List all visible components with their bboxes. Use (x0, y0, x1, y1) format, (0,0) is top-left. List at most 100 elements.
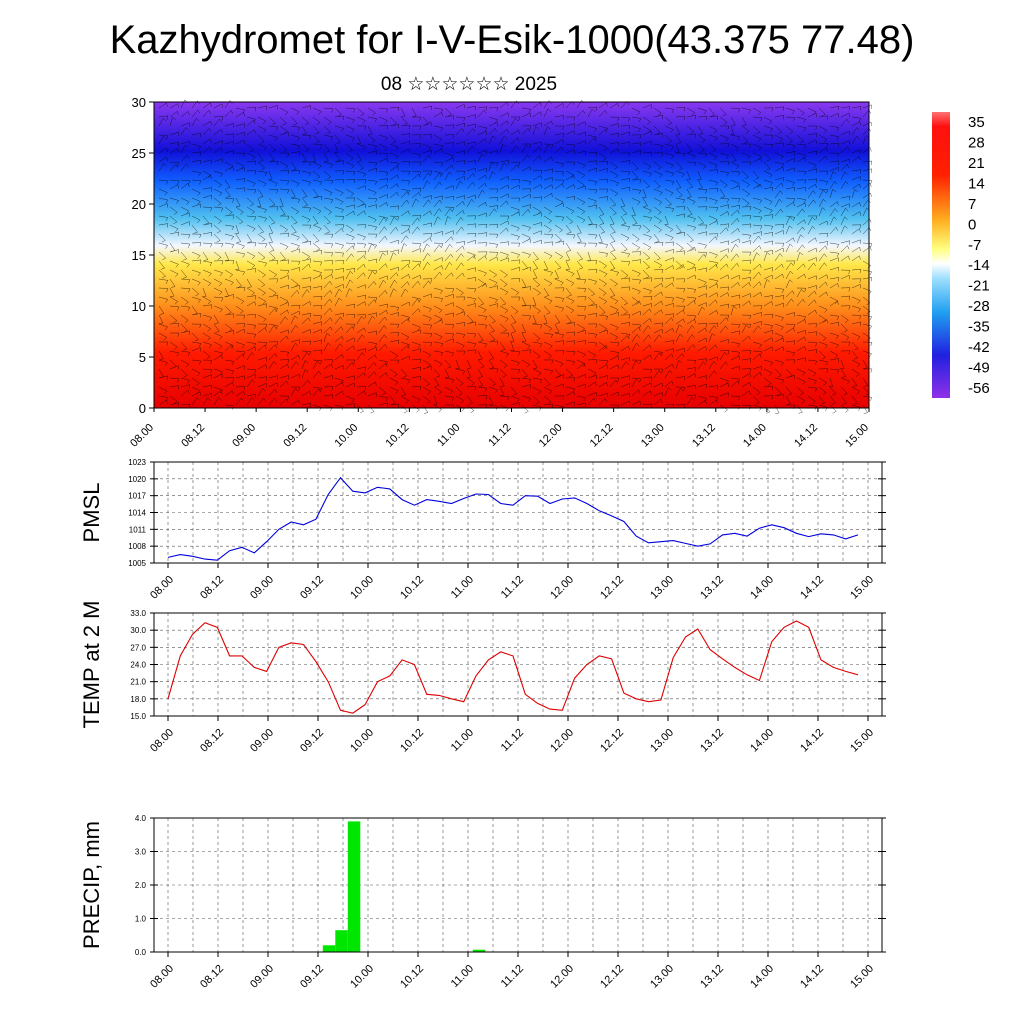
wind-barb-flag (320, 144, 323, 149)
wind-barb-flag (702, 166, 706, 170)
wind-barb (455, 180, 461, 190)
wind-barb-flag (694, 133, 697, 138)
wind-barb (587, 151, 598, 154)
wind-barb-flag (506, 102, 509, 107)
wind-barb-flag (265, 364, 267, 369)
wind-barb-flag (782, 224, 785, 229)
wind-barb (642, 318, 651, 325)
wind-barb (741, 335, 749, 343)
wind-barb-flag (781, 379, 785, 384)
wind-barb-flag (198, 343, 202, 348)
wind-barb (565, 196, 575, 199)
wind-barb-flag (528, 379, 532, 384)
wind-barb-flag (394, 355, 398, 359)
wind-barb (752, 252, 757, 262)
wind-barb-flag (549, 255, 553, 259)
wind-barb-flag (591, 293, 595, 297)
wind-barb-flag (252, 156, 256, 160)
wind-barb-flag (221, 243, 224, 248)
wind-barb (730, 380, 738, 388)
wind-barb (213, 296, 224, 299)
wind-barb (576, 215, 586, 221)
wind-barb-flag (843, 393, 848, 396)
wind-barb (246, 129, 255, 136)
wind-barb (653, 114, 663, 118)
wind-barb (631, 360, 636, 370)
wind-barb (400, 235, 407, 244)
wind-barb-flag (384, 344, 388, 348)
wind-barb-flag (255, 394, 257, 399)
wind-barb-flag (647, 121, 651, 125)
wind-barb (510, 402, 520, 406)
wind-barb-flag (540, 175, 542, 180)
wind-barb-flag (803, 199, 807, 204)
wind-barb-flag (408, 302, 410, 307)
wind-barb (312, 360, 318, 370)
wind-barb-flag (769, 210, 773, 214)
wind-barb (829, 160, 839, 163)
wind-barb-flag (296, 290, 300, 295)
wind-barb (730, 134, 740, 138)
wind-barb-flag (221, 207, 224, 212)
wind-barb-flag (616, 182, 619, 187)
wind-barb (202, 393, 212, 397)
y-tick-label: 21.0 (130, 678, 146, 687)
wind-barb (301, 317, 309, 325)
wind-barb-flag (198, 360, 202, 365)
wind-barb (785, 395, 791, 404)
wind-barb (631, 287, 641, 292)
wind-barb (202, 332, 211, 339)
wind-barb (389, 395, 396, 404)
wind-barb (455, 377, 464, 384)
wind-barb (433, 216, 438, 226)
wind-barb-flag (428, 147, 432, 151)
wind-barb-flag (441, 148, 443, 153)
wind-barb-flag (859, 169, 862, 174)
wind-barb-flag (297, 199, 301, 203)
wind-barb (719, 161, 730, 163)
wind-barb (246, 160, 256, 163)
wind-barb (752, 206, 762, 211)
wind-barb (290, 215, 298, 223)
wind-barb-flag (705, 189, 708, 194)
wind-barb (774, 199, 780, 208)
x-tick-label: 11.12 (486, 422, 513, 449)
wind-barb (169, 179, 180, 182)
wind-barb (312, 321, 322, 325)
wind-barb (246, 379, 253, 388)
wind-barb (719, 254, 727, 262)
wind-barb-flag (350, 270, 354, 275)
wind-barb (763, 301, 772, 307)
wind-barb (697, 395, 707, 399)
wind-barb-flag (265, 342, 268, 347)
wind-barb (400, 288, 406, 298)
wind-barb-flag (798, 411, 803, 414)
wind-barb-flag (176, 200, 179, 204)
wind-barb (323, 326, 331, 334)
wind-barb (620, 296, 628, 304)
wind-barb (510, 377, 521, 379)
wind-barb-flag (337, 114, 342, 117)
wind-barb (235, 233, 241, 242)
wind-barb-flag (758, 210, 762, 214)
wind-barb-flag (315, 132, 320, 135)
wind-barb-flag (802, 381, 806, 385)
wind-barb-flag (739, 304, 741, 309)
wind-barb (576, 224, 582, 234)
wind-barb (609, 312, 619, 316)
wind-barb-flag (503, 284, 508, 287)
wind-barb (466, 386, 477, 388)
wind-barb (246, 268, 256, 271)
wind-barb (290, 354, 299, 361)
wind-barb-flag (581, 202, 586, 206)
wind-barb (488, 278, 498, 283)
wind-barb-flag (792, 217, 796, 222)
wind-barb (862, 104, 872, 109)
wind-barb-flag (250, 203, 254, 207)
wind-barb-flag (705, 153, 708, 158)
wind-barb-flag (683, 153, 686, 158)
wind-barb (620, 393, 630, 397)
wind-barb (851, 228, 860, 235)
wind-barb-flag (502, 303, 506, 306)
wind-barb (708, 161, 718, 166)
